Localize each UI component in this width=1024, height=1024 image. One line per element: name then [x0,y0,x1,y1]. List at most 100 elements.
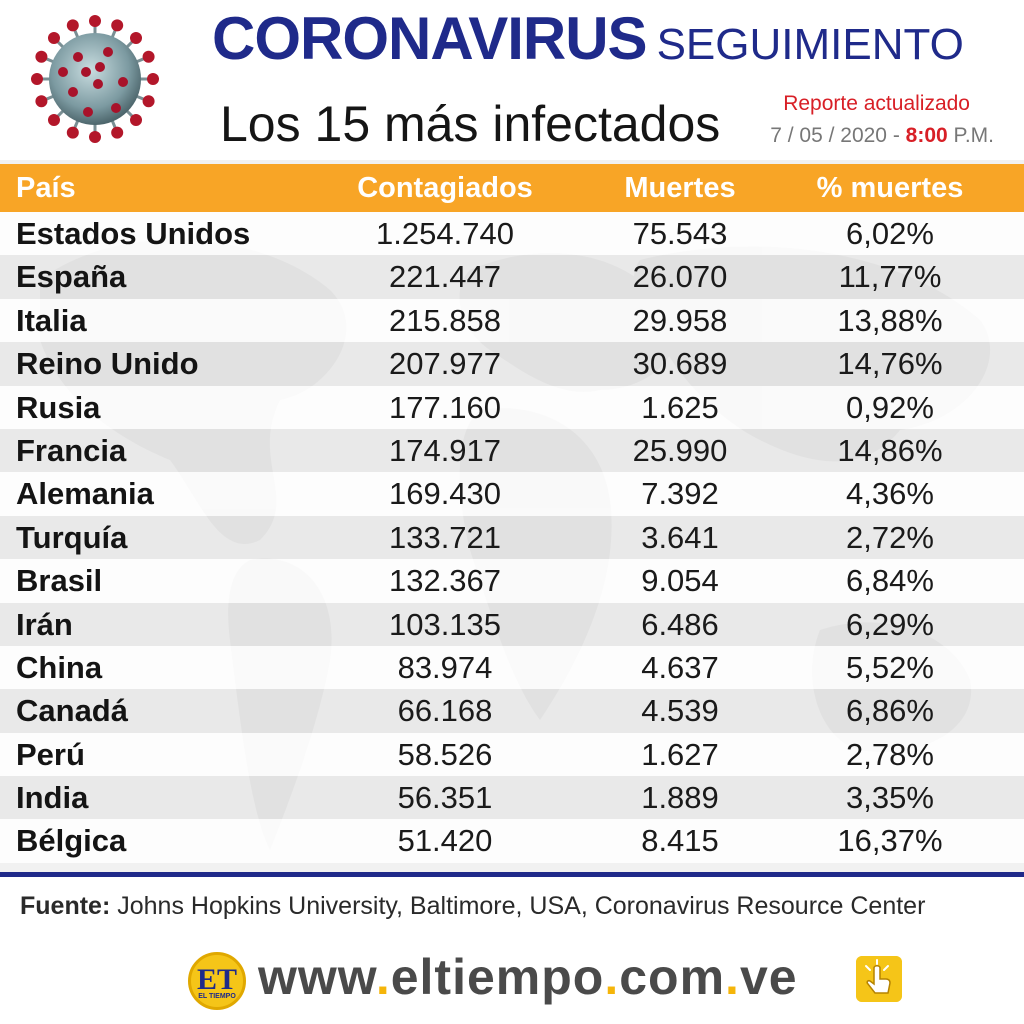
deaths-cell: 4.637 [641,649,719,685]
title-main: CORONAVIRUS [212,5,648,72]
country-cell: China [16,649,103,685]
logo-subtext: EL TIEMPO [198,993,236,1000]
header-confirmed: Contagiados [357,172,533,204]
deaths-cell: 9.054 [641,563,719,599]
table-row: Bélgica 51.420 8.415 16,37% [0,819,1024,863]
report-date: 7 / 05 / 2020 - [770,124,900,147]
deaths-cell: 1.625 [641,389,719,425]
url-dot: . [604,949,620,1005]
death-pct-cell: 2,78% [846,736,934,772]
table-row: Canadá 66.168 4.539 6,86% [0,689,1024,733]
table-row: India 56.351 1.889 3,35% [0,776,1024,820]
confirmed-cell: 83.974 [397,649,493,685]
table-row: Reino Unido 207.977 30.689 14,76% [0,342,1024,386]
death-pct-cell: 14,76% [837,346,943,382]
website-link[interactable]: www.eltiempo.com.ve [258,948,798,1006]
death-pct-cell: 4,36% [846,476,934,512]
header-country: País [16,172,76,204]
header-deaths: Muertes [624,172,736,204]
country-cell: India [16,780,89,816]
coronavirus-icon [31,15,159,143]
deaths-cell: 30.689 [632,346,728,382]
confirmed-cell: 174.917 [388,432,502,468]
confirmed-cell: 133.721 [388,519,502,555]
url-dot: . [375,949,391,1005]
country-cell: Rusia [16,389,101,425]
source-text: Johns Hopkins University, Baltimore, USA… [117,892,926,920]
deaths-cell: 3.641 [641,519,719,555]
eltiempo-logo: ET EL TIEMPO [188,952,246,1010]
death-pct-cell: 14,86% [837,432,943,468]
death-pct-cell: 2,72% [846,519,934,555]
confirmed-cell: 56.351 [397,780,493,816]
deaths-cell: 6.486 [641,606,719,642]
logo-text: ET [196,963,238,996]
deaths-cell: 1.627 [641,736,719,772]
confirmed-cell: 103.135 [388,606,502,642]
table-row: China 83.974 4.637 5,52% [0,645,1024,690]
confirmed-cell: 132.367 [388,563,502,599]
country-cell: Reino Unido [16,346,199,382]
table-row: Alemania 169.430 7.392 4,36% [0,472,1024,516]
website-footer: ET EL TIEMPO www.eltiempo.com.ve [188,946,908,1016]
deaths-cell: 26.070 [632,259,728,295]
confirmed-cell: 51.420 [397,823,493,859]
page-title: CORONAVIRUS SEGUIMIENTO [212,4,964,73]
confirmed-cell: 221.447 [388,259,502,295]
country-cell: Turquía [16,519,128,555]
table-row: Rusia 177.160 1.625 0,92% [0,385,1024,429]
title-sub: SEGUIMIENTO [656,20,964,69]
deaths-cell: 75.543 [632,216,728,251]
death-pct-cell: 6,29% [846,606,934,642]
source-credit: Fuente: Johns Hopkins University, Baltim… [20,892,925,921]
table-row: España 221.447 26.070 11,77% [0,255,1024,299]
country-cell: Brasil [16,563,103,599]
table-row: Turquía 133.721 3.641 2,72% [0,515,1024,560]
deaths-cell: 25.990 [632,432,728,468]
deaths-cell: 29.958 [632,302,728,338]
report-time: 8:00 [905,124,948,147]
death-pct-cell: 6,84% [846,563,934,599]
confirmed-cell: 1.254.740 [376,216,514,251]
death-pct-cell: 11,77% [838,259,942,295]
confirmed-cell: 215.858 [388,302,502,338]
page-subtitle: Los 15 más infectados [220,96,721,152]
country-cell: Irán [16,606,73,642]
death-pct-cell: 13,88% [837,302,943,338]
confirmed-cell: 66.168 [397,693,493,729]
table-header: País Contagiados Muertes % muertes [0,164,1024,212]
header: CORONAVIRUS SEGUIMIENTO Los 15 más infect… [0,0,1024,160]
hand-pointer-icon [856,956,902,1002]
source-label: Fuente: [20,892,111,920]
death-pct-cell: 3,35% [846,780,934,816]
table-row: Perú 58.526 1.627 2,78% [0,732,1024,777]
table-row: Italia 215.858 29.958 13,88% [0,298,1024,343]
table-body: Estados Unidos 1.254.740 75.543 6,02% Es… [0,212,1024,863]
url-dot: . [725,949,740,1005]
url-part: com [619,949,726,1005]
confirmed-cell: 207.977 [388,346,502,382]
death-pct-cell: 0,92% [846,389,934,425]
confirmed-cell: 58.526 [397,736,493,772]
table-row: Estados Unidos 1.254.740 75.543 6,02% [0,212,1024,256]
report-label: Reporte actualizado [783,92,970,115]
url-part: ve [739,949,798,1005]
url-part: eltiempo [390,949,605,1005]
country-cell: España [16,259,127,295]
country-cell: Bélgica [16,823,127,859]
footer-divider [0,872,1024,877]
country-cell: Italia [16,302,87,338]
confirmed-cell: 169.430 [388,476,502,512]
report-ampm: P.M. [953,124,994,147]
deaths-cell: 7.392 [641,476,719,512]
table-row: Irán 103.135 6.486 6,29% [0,602,1024,646]
death-pct-cell: 5,52% [846,649,934,685]
country-cell: Francia [16,432,127,468]
country-cell: Perú [16,736,85,772]
death-pct-cell: 6,02% [846,216,934,251]
url-part: www [258,949,376,1005]
country-cell: Canadá [16,693,128,729]
data-table: País Contagiados Muertes % muertes Estad… [0,160,1024,872]
deaths-cell: 4.539 [641,693,719,729]
